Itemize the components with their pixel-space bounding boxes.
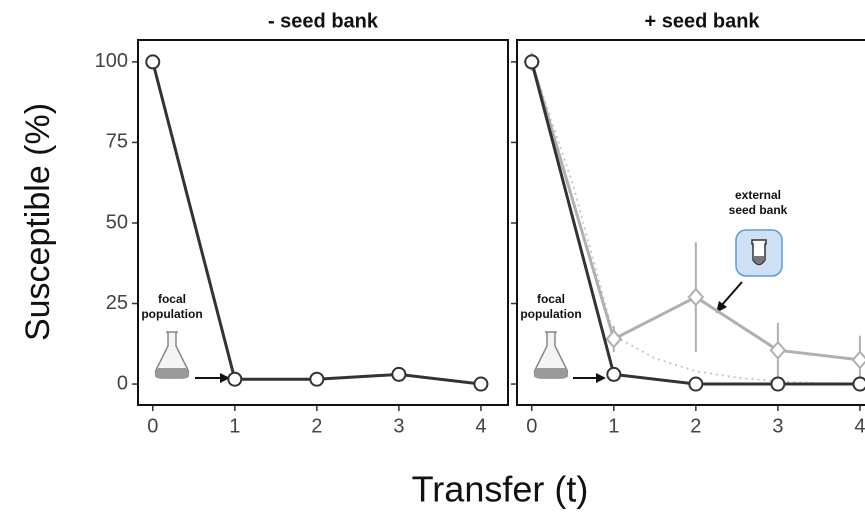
arrow [195,281,743,383]
x-tick-label: 2 [690,415,701,437]
y-axis-label: Susceptible (%) [19,103,57,341]
annotation: focal [158,292,186,306]
dotted-line [530,61,860,385]
y-tick-label: 75 [106,131,128,153]
panel-frame [137,39,509,406]
y-tick-label: 25 [106,292,128,314]
panel-title: + seed bank [644,10,760,32]
point [524,54,540,70]
annotation: focal [537,292,565,306]
x-tick-label: 1 [229,415,240,437]
annotation: population [141,307,202,321]
flask-icon [154,331,569,379]
point [770,376,786,392]
point [391,366,407,382]
point [852,376,865,392]
x-tick-label: 0 [147,415,158,437]
panel-title: - seed bank [268,10,379,32]
x-tick-label: 3 [772,415,783,437]
point [145,54,161,70]
x-tick-label: 1 [608,415,619,437]
annotation: population [520,307,581,321]
seed-bank-icon [735,229,783,277]
point [687,287,705,307]
x-tick-label: 4 [854,415,865,437]
series-line [151,61,482,386]
point [473,376,489,392]
y-tick-label: 0 [117,372,128,394]
annotation: external [735,188,781,202]
y-tick-label: 50 [106,211,128,233]
x-tick-label: 4 [475,415,486,437]
x-tick-label: 2 [311,415,322,437]
y-tick-label: 100 [95,50,128,72]
point [605,329,623,349]
x-tick-label: 0 [526,415,537,437]
point [606,366,622,382]
x-axis-label: Transfer (t) [412,469,589,510]
x-tick-label: 3 [393,415,404,437]
point [688,376,704,392]
panel-frame [516,39,865,406]
point [309,371,325,387]
point [769,340,787,360]
point [851,350,865,370]
point [227,371,243,387]
annotation: seed bank [729,203,788,217]
